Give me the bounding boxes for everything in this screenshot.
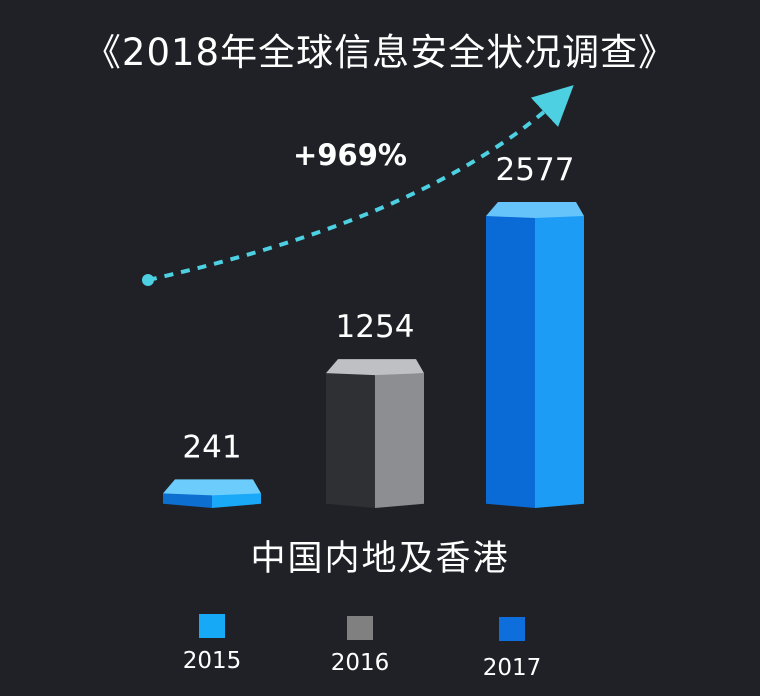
growth-annotation: +969% bbox=[293, 138, 407, 172]
bar-top-face bbox=[326, 359, 424, 376]
data-label-2016: 1254 bbox=[336, 309, 415, 345]
data-label-2017: 2577 bbox=[496, 152, 575, 188]
legend-label: 2017 bbox=[482, 655, 542, 681]
bar-right-face bbox=[375, 373, 424, 508]
category-label: 中国内地及香港 bbox=[250, 539, 510, 579]
legend-item-2015: 2015 bbox=[152, 614, 272, 674]
bar-2017 bbox=[486, 202, 584, 508]
data-label-2015: 241 bbox=[182, 429, 241, 465]
trend-start-dot bbox=[142, 274, 154, 286]
bar-2016 bbox=[326, 359, 424, 508]
bar-left-face bbox=[163, 493, 212, 508]
bar-top-face bbox=[163, 479, 261, 496]
legend-item-2017: 2017 bbox=[452, 617, 572, 681]
legend-swatch bbox=[347, 616, 373, 640]
trend-arrow bbox=[147, 85, 574, 282]
bar-2015 bbox=[163, 479, 261, 508]
bar-top-face bbox=[486, 202, 584, 218]
bar-left-face bbox=[326, 373, 375, 508]
legend-label: 2015 bbox=[182, 648, 242, 674]
legend-label: 2016 bbox=[330, 650, 390, 676]
legend-swatch bbox=[499, 617, 525, 641]
bar-left-face bbox=[486, 216, 535, 508]
legend-item-2016: 2016 bbox=[300, 616, 420, 676]
bar-right-face bbox=[535, 216, 584, 508]
chart-title: 《2018年全球信息安全状况调查》 bbox=[83, 31, 677, 74]
legend-swatch bbox=[199, 614, 225, 638]
bar-right-face bbox=[212, 493, 261, 508]
